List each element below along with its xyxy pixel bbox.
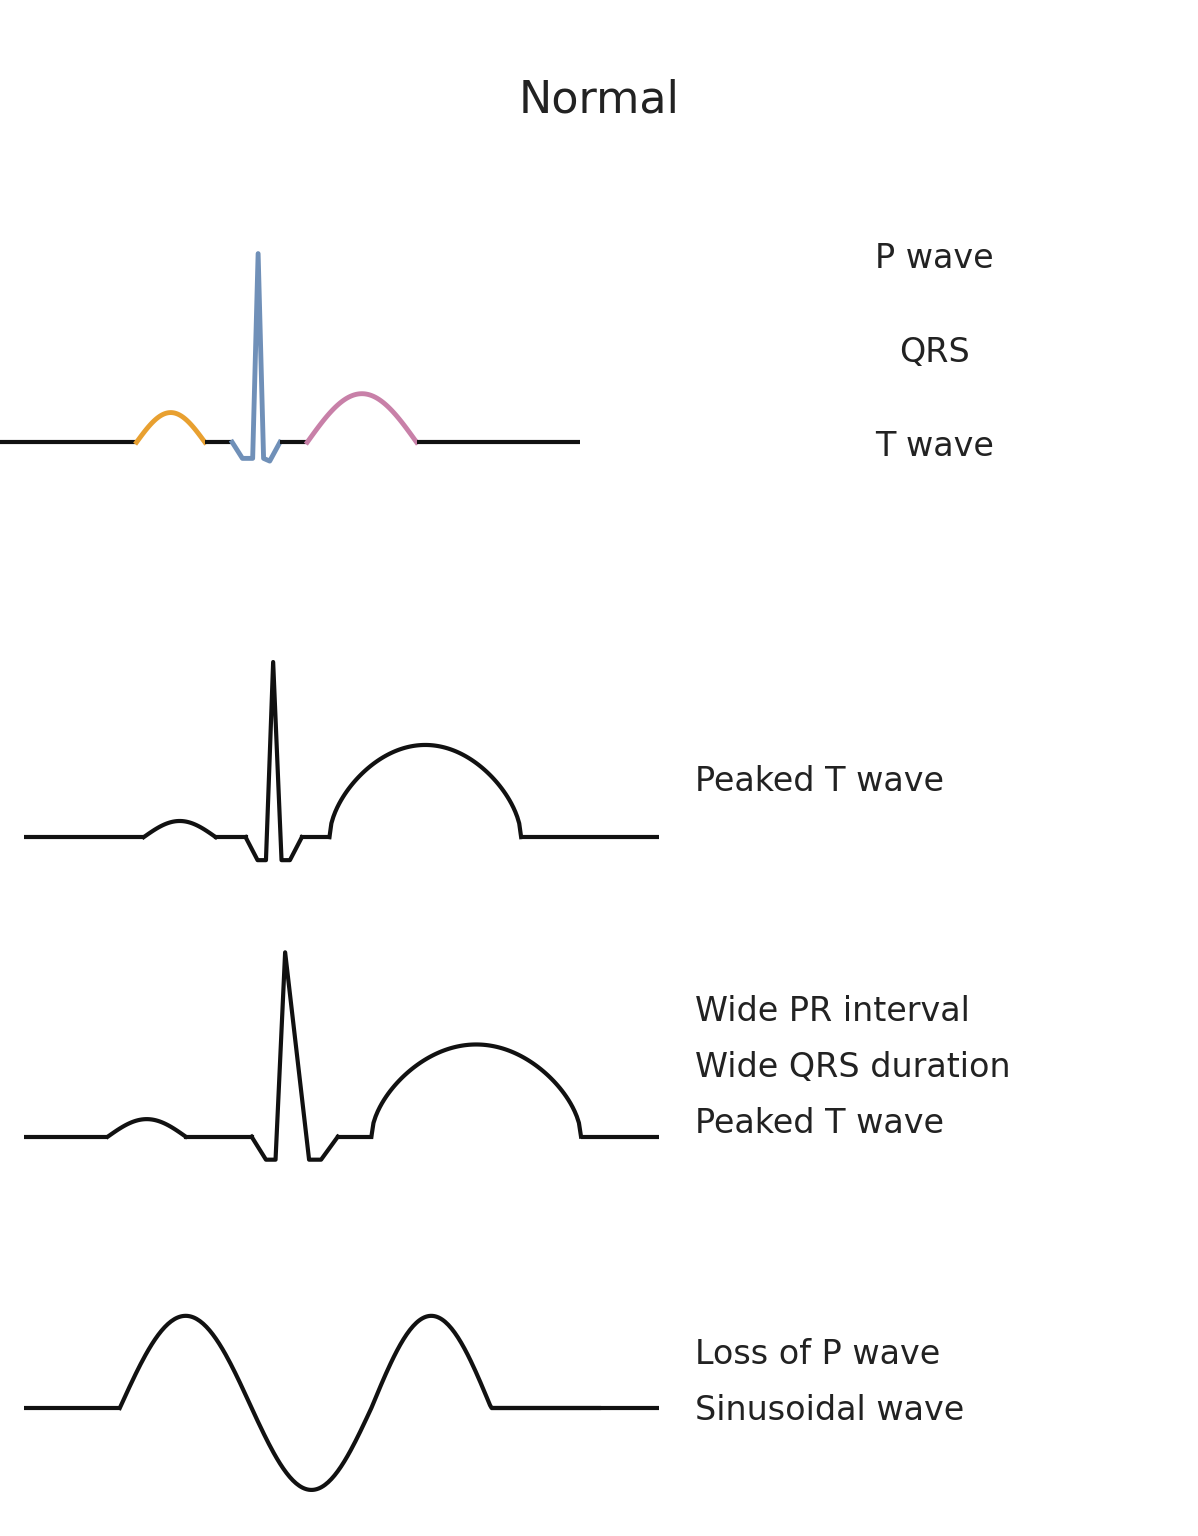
Text: QRS: QRS — [898, 336, 970, 369]
Text: Wide PR interval
Wide QRS duration
Peaked T wave: Wide PR interval Wide QRS duration Peake… — [695, 995, 1010, 1140]
Text: T wave: T wave — [875, 430, 994, 464]
Text: P wave: P wave — [875, 243, 994, 275]
Text: Peaked T wave: Peaked T wave — [695, 765, 944, 799]
Text: Normal: Normal — [519, 78, 679, 121]
Text: Increasing severity of hyperkalemia: Increasing severity of hyperkalemia — [250, 550, 948, 587]
Text: Loss of P wave
Sinusoidal wave: Loss of P wave Sinusoidal wave — [695, 1338, 964, 1427]
